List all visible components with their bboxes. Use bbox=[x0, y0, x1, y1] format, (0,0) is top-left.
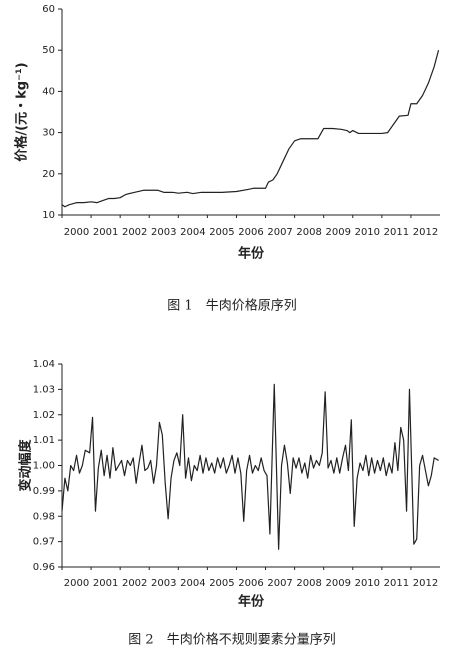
data-line bbox=[61, 383, 439, 550]
x-tick-label: 2007 bbox=[267, 227, 292, 238]
x-axis-title: 年份 bbox=[238, 246, 265, 262]
x-tick-label: 2005 bbox=[209, 227, 234, 238]
x-tick-label: 2008 bbox=[296, 227, 321, 238]
x-axis-title: 年份 bbox=[238, 594, 265, 610]
x-tick-label: 2009 bbox=[326, 578, 351, 589]
caption: 图 2 牛肉价格不规则要素分量序列 bbox=[128, 632, 335, 648]
y-tick-label: 1.02 bbox=[33, 410, 55, 421]
x-tick-label: 2009 bbox=[326, 227, 351, 238]
x-tick-label: 2010 bbox=[355, 227, 380, 238]
y-axis-title: 变动幅度 bbox=[18, 439, 34, 492]
x-tick-label: 2006 bbox=[238, 227, 263, 238]
x-tick-label: 2000 bbox=[64, 227, 89, 238]
y-tick-label: 1.01 bbox=[33, 435, 55, 446]
y-tick-label: 10 bbox=[42, 210, 55, 221]
x-tick-label: 2006 bbox=[238, 578, 263, 589]
x-tick-label: 2007 bbox=[267, 578, 292, 589]
y-axis-title: 价格/(元・kg⁻¹) bbox=[14, 62, 30, 161]
y-tick-label: 0.97 bbox=[33, 537, 55, 548]
x-tick-label: 2012 bbox=[413, 227, 438, 238]
x-tick-label: 2002 bbox=[122, 227, 147, 238]
caption: 图 1 牛肉价格原序列 bbox=[167, 298, 296, 314]
data-line bbox=[61, 50, 440, 208]
y-tick-label: 60 bbox=[42, 4, 55, 15]
x-tick-label: 2011 bbox=[384, 578, 409, 589]
y-tick-label: 40 bbox=[42, 86, 55, 97]
x-tick-label: 2005 bbox=[209, 578, 234, 589]
x-tick-label: 2002 bbox=[122, 578, 147, 589]
x-tick-label: 2004 bbox=[180, 227, 205, 238]
x-tick-label: 2008 bbox=[296, 578, 321, 589]
y-tick-label: 20 bbox=[42, 169, 55, 180]
x-tick-label: 2010 bbox=[355, 578, 380, 589]
y-tick-label: 50 bbox=[42, 45, 55, 56]
x-tick-label: 2001 bbox=[93, 227, 118, 238]
x-tick-label: 2003 bbox=[151, 578, 176, 589]
x-tick-label: 2001 bbox=[93, 578, 118, 589]
y-tick-label: 1.00 bbox=[33, 461, 55, 472]
y-tick-label: 1.03 bbox=[33, 384, 55, 395]
x-tick-label: 2003 bbox=[151, 227, 176, 238]
x-tick-label: 2012 bbox=[413, 578, 438, 589]
y-tick-label: 0.99 bbox=[33, 486, 55, 497]
x-tick-label: 2011 bbox=[384, 227, 409, 238]
x-tick-label: 2004 bbox=[180, 578, 205, 589]
y-tick-label: 30 bbox=[42, 128, 55, 139]
y-tick-label: 0.96 bbox=[33, 562, 55, 573]
y-tick-label: 1.04 bbox=[33, 359, 55, 370]
x-tick-label: 2000 bbox=[64, 578, 89, 589]
y-tick-label: 0.98 bbox=[33, 511, 55, 522]
